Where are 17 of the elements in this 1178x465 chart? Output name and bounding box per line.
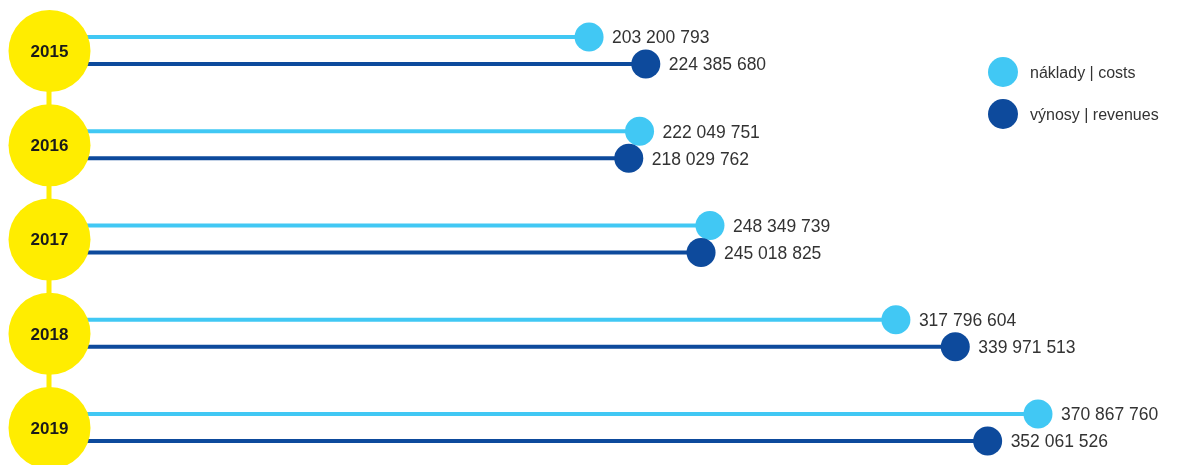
data-label: 370 867 760 [1061, 404, 1159, 425]
y-tick-label: 2017 [30, 230, 69, 250]
data-label: 224 385 680 [668, 54, 767, 75]
data-label: 339 971 513 [978, 337, 1076, 358]
data-label: 317 796 604 [918, 310, 1017, 331]
y-tick-label: 2016 [30, 136, 69, 156]
data-label: 352 061 526 [1010, 431, 1108, 452]
data-label: 218 029 762 [651, 148, 750, 169]
y-tick-label: 2018 [30, 324, 69, 344]
y-tick-label: 2019 [30, 418, 69, 438]
data-label: 203 200 793 [612, 27, 710, 48]
legend-label: výnosy | revenues [1030, 105, 1159, 123]
y-tick-label: 2015 [30, 41, 69, 61]
data-label: 222 049 751 [662, 121, 760, 142]
data-label: 245 018 825 [724, 242, 822, 263]
legend-label: náklady | costs [1030, 63, 1136, 81]
data-label: 248 349 739 [732, 215, 831, 236]
